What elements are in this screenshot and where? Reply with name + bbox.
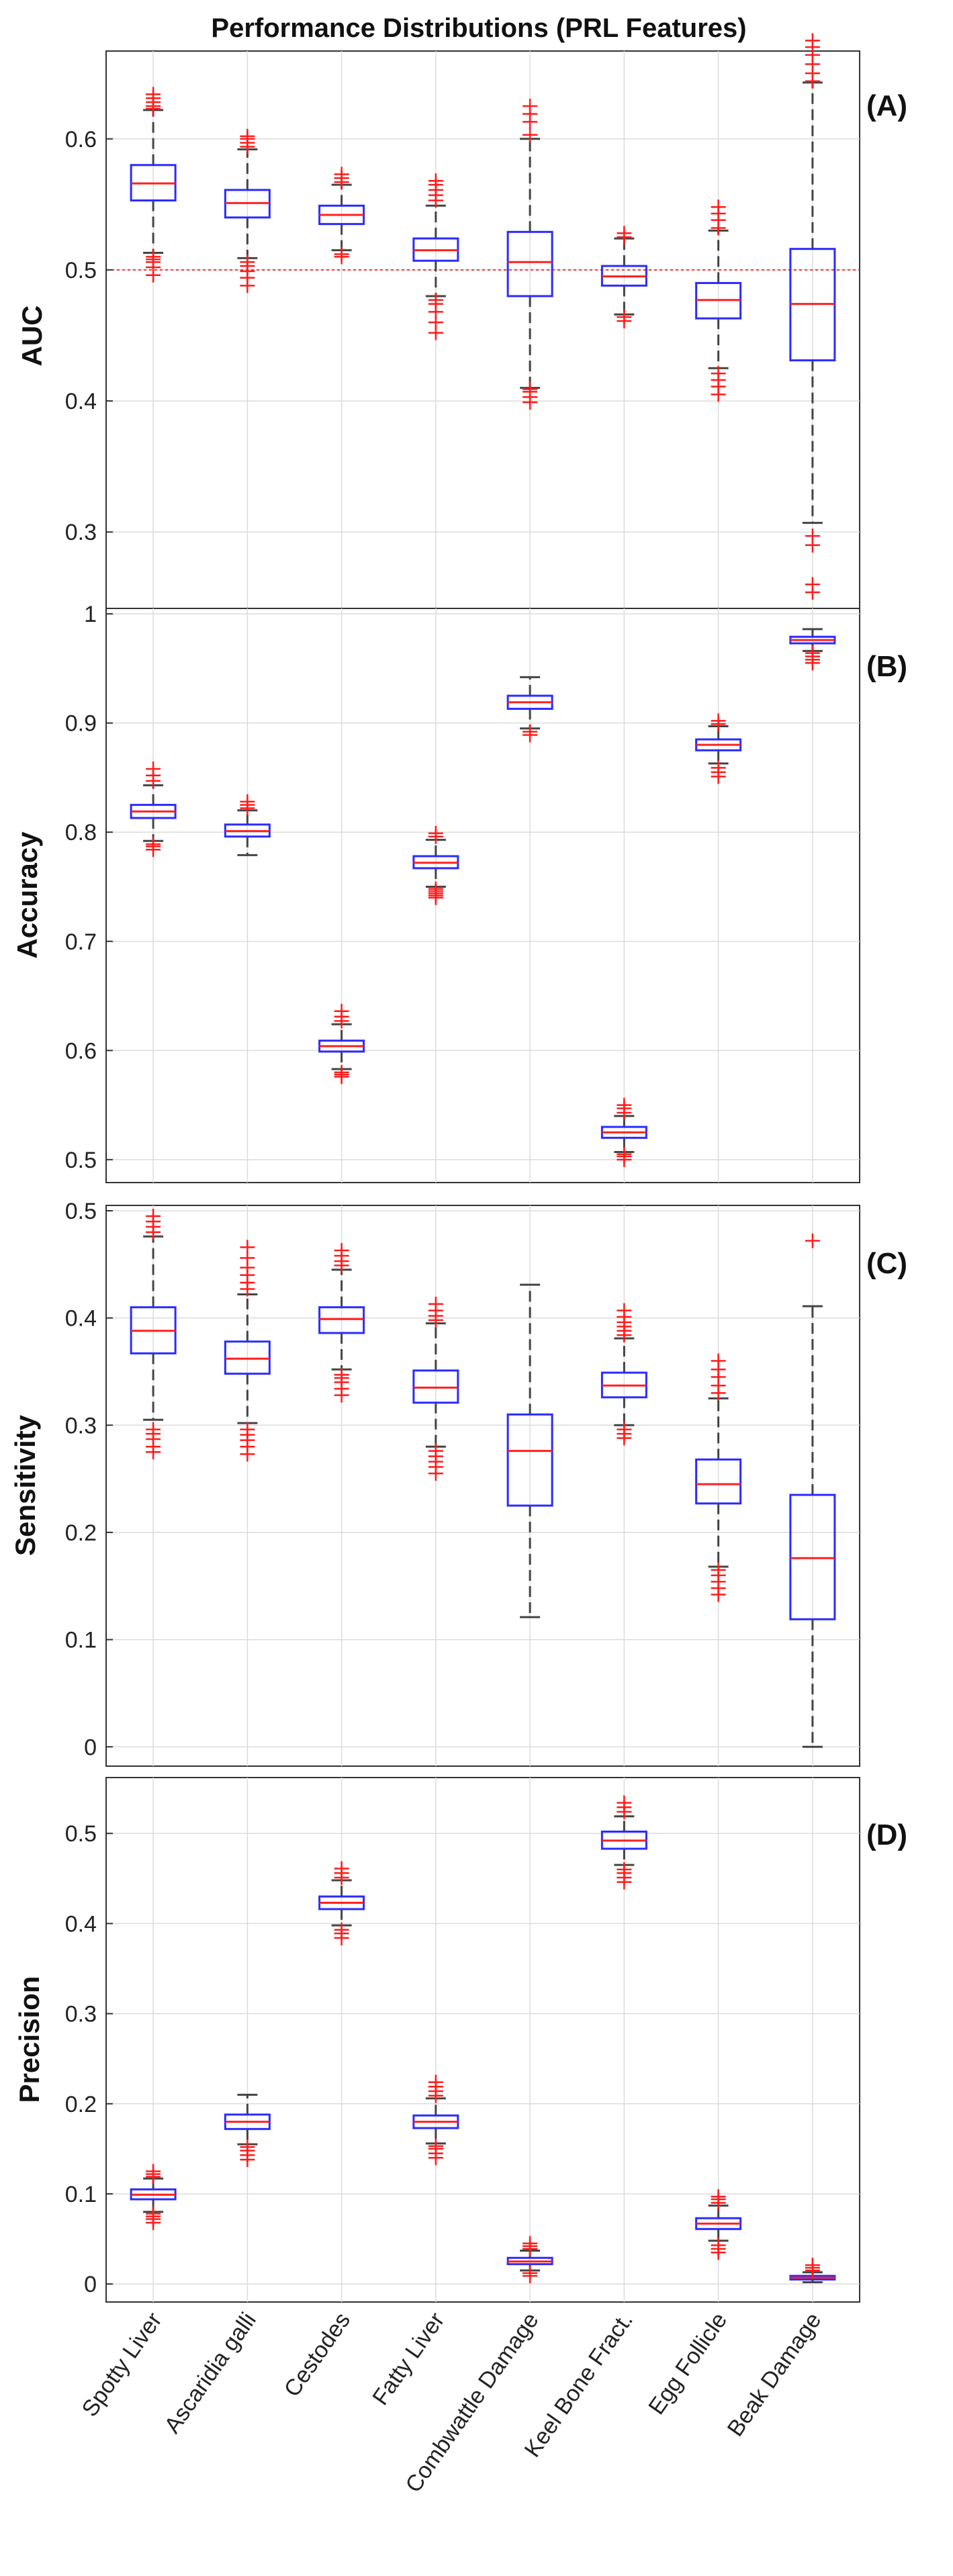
iqr-box — [506, 1413, 553, 1507]
panel-c-box-4 — [506, 1283, 553, 1618]
panel-a-boxes — [130, 33, 836, 600]
panel-b-boxes — [130, 628, 836, 1167]
x-category-label: Cestodes — [279, 2308, 356, 2401]
panel-a-axes — [105, 50, 860, 620]
panel-d-y-tick-label: 0 — [84, 2272, 97, 2297]
panel-c-y-tick-label: 0 — [84, 1735, 97, 1760]
panel-b-ticks: 0.5 0.6 0.7 0.8 0.9 1 — [65, 602, 113, 1173]
iqr-box — [318, 1306, 365, 1334]
panel-d-y-tick-label: 0.3 — [65, 2002, 97, 2027]
panel-a-box-6 — [695, 199, 742, 402]
panel-a-box-1 — [224, 128, 271, 293]
panel-c-box-0 — [130, 1208, 177, 1460]
panel-d-y-tick-label: 0.4 — [65, 1911, 97, 1937]
panel-a-tag: (A) — [866, 89, 907, 122]
panel-c-box-3 — [412, 1296, 459, 1481]
iqr-box — [412, 1369, 459, 1404]
panel-b-y-tick-label: 0.7 — [65, 929, 97, 955]
panel-d-box-6 — [695, 2189, 742, 2260]
panel-d-box-3 — [412, 2074, 459, 2166]
panel-b-box-7 — [789, 628, 836, 671]
panel-a-y-tick-label: 0.3 — [65, 520, 97, 545]
panel-c-tag: (C) — [866, 1247, 907, 1280]
panel-d-ticks: 0 0.1 0.2 0.3 0.4 0.5 — [65, 1821, 113, 2297]
panel-c-box-5 — [600, 1303, 647, 1446]
x-category-label: Fatty Liver — [367, 2308, 449, 2410]
panel-b: 0.5 0.6 0.7 0.8 0.9 1 Accuracy (B) — [11, 602, 907, 1183]
panel-d-axes — [105, 1777, 860, 2303]
panel-a-box-3 — [412, 173, 459, 340]
panel-c-y-tick-label: 0.3 — [65, 1413, 97, 1438]
panel-c-boxes — [130, 1208, 836, 1748]
panel-d-box-2 — [318, 1861, 365, 1945]
panel-c-axes — [105, 1205, 860, 1767]
panel-c-y-tick-label: 0.1 — [65, 1628, 97, 1653]
panel-a-box-5 — [600, 226, 647, 329]
panel-a-box-2 — [318, 167, 365, 265]
panel-d-y-label: Precision — [13, 1976, 45, 2103]
panel-b-y-tick-label: 0.5 — [65, 1148, 97, 1173]
panel-d-y-tick-label: 0.2 — [65, 2092, 97, 2117]
iqr-box — [789, 1493, 836, 1620]
panel-c: 0 0.1 0.2 0.3 0.4 0.5 Sensitivity (C) — [9, 1199, 907, 1767]
panel-c-box-1 — [224, 1240, 271, 1462]
iqr-box — [506, 230, 553, 297]
panel-a-y-tick-label: 0.4 — [65, 389, 97, 414]
panel-c-box-6 — [695, 1353, 742, 1602]
panel-b-box-1 — [224, 794, 271, 856]
panel-a-box-0 — [130, 87, 177, 283]
panel-b-y-tick-label: 0.6 — [65, 1038, 97, 1064]
panel-c-ticks: 0 0.1 0.2 0.3 0.4 0.5 — [65, 1199, 113, 1760]
panel-c-box-2 — [318, 1243, 365, 1403]
panel-b-y-tick-label: 1 — [84, 602, 97, 627]
panel-a-ticks: 0.3 0.4 0.5 0.6 — [65, 127, 113, 545]
panel-d-y-tick-label: 0.1 — [65, 2182, 97, 2207]
panel-a-y-tick-label: 0.6 — [65, 127, 97, 152]
panel-c-y-tick-label: 0.5 — [65, 1199, 97, 1224]
x-category-label: Spotty Liver — [77, 2308, 167, 2422]
panel-a: 0.3 0.4 0.5 0.6 AUC (A) — [16, 33, 907, 620]
panel-a-y-label: AUC — [16, 306, 48, 367]
panel-b-box-3 — [412, 825, 459, 905]
panel-b-box-2 — [318, 1003, 365, 1085]
panel-d-box-7 — [789, 2257, 836, 2283]
panel-d-tag: (D) — [866, 1819, 907, 1851]
panel-d-y-tick-label: 0.5 — [65, 1821, 97, 1847]
panel-c-y-tick-label: 0.2 — [65, 1520, 97, 1546]
panel-b-box-5 — [600, 1097, 647, 1167]
x-category-label: Beak Damage — [723, 2308, 827, 2441]
panel-c-y-tick-label: 0.4 — [65, 1306, 97, 1332]
panel-c-y-label: Sensitivity — [9, 1414, 41, 1556]
panel-b-y-tick-label: 0.9 — [65, 711, 97, 737]
panel-b-axes — [105, 608, 860, 1183]
iqr-box — [224, 1340, 271, 1375]
panel-d-box-4 — [506, 2236, 553, 2284]
panel-a-box-4 — [506, 98, 553, 410]
panel-a-box-7 — [789, 33, 836, 600]
panel-b-box-6 — [695, 713, 742, 784]
panel-a-y-tick-label: 0.5 — [65, 258, 97, 283]
panel-b-y-tick-label: 0.8 — [65, 820, 97, 845]
panel-b-box-4 — [506, 676, 553, 743]
panel-d-box-0 — [130, 2164, 177, 2230]
panel-b-tag: (B) — [866, 650, 907, 683]
panel-b-y-label: Accuracy — [11, 831, 43, 959]
x-category-label: Ascaridia galli — [159, 2308, 261, 2438]
panel-d-box-1 — [224, 2093, 271, 2167]
panel-c-box-7 — [789, 1233, 836, 1748]
iqr-box — [695, 1458, 742, 1505]
panel-b-box-0 — [130, 761, 177, 858]
chart-title: Performance Distributions (PRL Features) — [211, 13, 746, 43]
panel-d-box-5 — [600, 1795, 647, 1890]
panel-d-boxes — [130, 1795, 836, 2284]
x-category-label: Egg Follicle — [643, 2308, 732, 2420]
panel-d: 0 0.1 0.2 0.3 0.4 0.5 Precision (D) — [13, 1777, 907, 2303]
